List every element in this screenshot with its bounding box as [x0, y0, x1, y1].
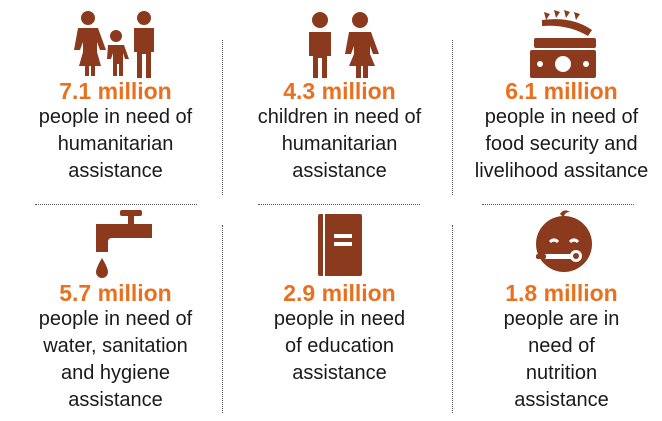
stat-value: 4.3 million — [283, 78, 396, 104]
divider-vertical — [222, 225, 223, 413]
desc-line: humanitarian — [57, 133, 174, 155]
desc-line: people in need of — [38, 106, 193, 128]
children-icon — [308, 12, 379, 78]
divider-vertical — [452, 40, 453, 195]
divider-horizontal — [482, 204, 634, 205]
desc-line: children in need of — [257, 106, 422, 128]
desc-line: people in need of — [484, 106, 639, 128]
baby-feeding-icon — [535, 210, 592, 272]
desc-line: assistance — [292, 362, 387, 384]
stat-description: people in need of water, sanitation and … — [8, 306, 223, 414]
stat-value: 1.8 million — [505, 280, 618, 306]
book-icon — [317, 214, 362, 276]
desc-line: need of — [528, 335, 595, 357]
divider-vertical — [222, 40, 223, 195]
stat-value: 7.1 million — [59, 78, 172, 104]
food-money-icon — [529, 10, 596, 78]
desc-line: humanitarian — [281, 133, 398, 155]
desc-line: people are in — [503, 308, 620, 330]
desc-line: assistance — [68, 160, 163, 182]
stat-description: people in need of food security and live… — [454, 104, 662, 185]
desc-line: assistance — [68, 389, 163, 411]
desc-line: nutrition — [525, 362, 598, 384]
desc-line: water, sanitation — [43, 335, 188, 357]
stat-people-in-need: 7.1 million people in need of humanitari… — [8, 8, 223, 185]
stat-food-security: 6.1 million people in need of food secur… — [454, 8, 662, 185]
desc-line: food security and — [485, 133, 638, 155]
desc-line: people in need of — [38, 308, 193, 330]
stat-description: people in need of humanitarian assistanc… — [8, 104, 223, 185]
stat-wash: 5.7 million people in need of water, san… — [8, 208, 223, 414]
stat-description: people in need of education assistance — [232, 306, 447, 387]
family-icon — [73, 11, 154, 78]
desc-line: assistance — [514, 389, 609, 411]
stat-children-in-need: 4.3 million children in need of humanita… — [232, 8, 447, 185]
desc-line: of education — [285, 335, 394, 357]
stat-value: 6.1 million — [505, 78, 618, 104]
stat-description: children in need of humanitarian assista… — [232, 104, 447, 185]
stat-value: 2.9 million — [283, 280, 396, 306]
water-tap-icon — [95, 210, 152, 278]
divider-horizontal — [35, 204, 197, 205]
stat-value: 5.7 million — [59, 280, 172, 306]
desc-line: and hygiene — [61, 362, 170, 384]
divider-vertical — [452, 225, 453, 413]
stat-description: people are in need of nutrition assistan… — [454, 306, 662, 414]
stat-education: 2.9 million people in need of education … — [232, 208, 447, 387]
desc-line: assistance — [292, 160, 387, 182]
desc-line: people in need — [273, 308, 406, 330]
desc-line: livelihood assitance — [474, 160, 649, 182]
stat-nutrition: 1.8 million people are in need of nutrit… — [454, 208, 662, 414]
divider-horizontal — [258, 204, 420, 205]
